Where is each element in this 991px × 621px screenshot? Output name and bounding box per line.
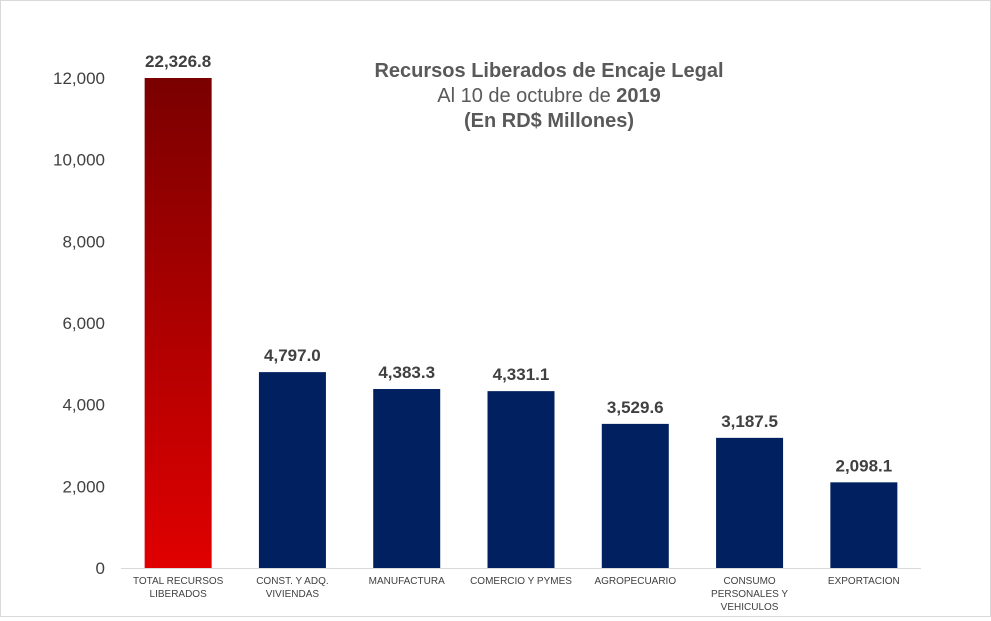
x-tick-label: VEHICULOS (721, 602, 779, 613)
chart-title-year: 2019 (616, 85, 661, 107)
x-tick-label: EXPORTACION (828, 576, 900, 587)
data-label: 4,797.0 (264, 346, 321, 365)
chart-title-line3: (En RD$ Millones) (464, 110, 634, 132)
bars-group (144, 78, 898, 568)
x-axis: TOTAL RECURSOS LIBERADOS CONST. Y ADQ. VIVI… (121, 568, 921, 613)
y-tick-label: 12,000 (53, 69, 105, 88)
x-tick-label: TOTAL RECURSOS (133, 576, 224, 587)
bar (373, 389, 441, 568)
y-axis: 0 2,000 4,000 6,000 8,000 10,000 12,000 (53, 69, 105, 578)
y-tick-label: 2,000 (62, 477, 105, 496)
data-label: 2,098.1 (835, 456, 892, 475)
y-tick-label: 0 (96, 559, 105, 578)
data-label: 3,187.5 (721, 412, 778, 431)
bar (716, 437, 784, 568)
chart-title-line1: Recursos Liberados de Encaje Legal (374, 60, 723, 82)
chart-title-line2-prefix: Al 10 de octubre de (437, 85, 616, 107)
data-label: 4,331.1 (493, 365, 550, 384)
bar (258, 372, 326, 568)
y-tick-label: 8,000 (62, 232, 105, 251)
data-label: 22,326.8 (145, 52, 211, 71)
x-tick-label: VIVIENDAS (266, 589, 320, 600)
data-label: 3,529.6 (607, 398, 664, 417)
y-tick-label: 4,000 (62, 396, 105, 415)
value-labels-group: 22,326.8 4,797.0 4,383.3 4,331.1 3,529.6 3,18… (145, 52, 892, 475)
x-tick-label: PERSONALES Y (711, 589, 788, 600)
x-tick-label: LIBERADOS (150, 589, 208, 600)
x-tick-label: CONSUMO (723, 576, 775, 587)
x-tick-label: COMERCIO Y PYMES (470, 576, 572, 587)
x-tick-label: CONST. Y ADQ. (256, 576, 328, 587)
x-tick-label: MANUFACTURA (369, 576, 445, 587)
bar (487, 391, 555, 568)
chart-title-line2: Al 10 de octubre de 2019 (437, 85, 661, 107)
bar (830, 482, 898, 568)
bar (144, 78, 212, 568)
data-label: 4,383.3 (378, 363, 435, 382)
x-tick-label: AGROPECUARIO (594, 576, 676, 587)
bar (601, 423, 669, 568)
y-tick-label: 10,000 (53, 151, 105, 170)
y-tick-label: 6,000 (62, 314, 105, 333)
